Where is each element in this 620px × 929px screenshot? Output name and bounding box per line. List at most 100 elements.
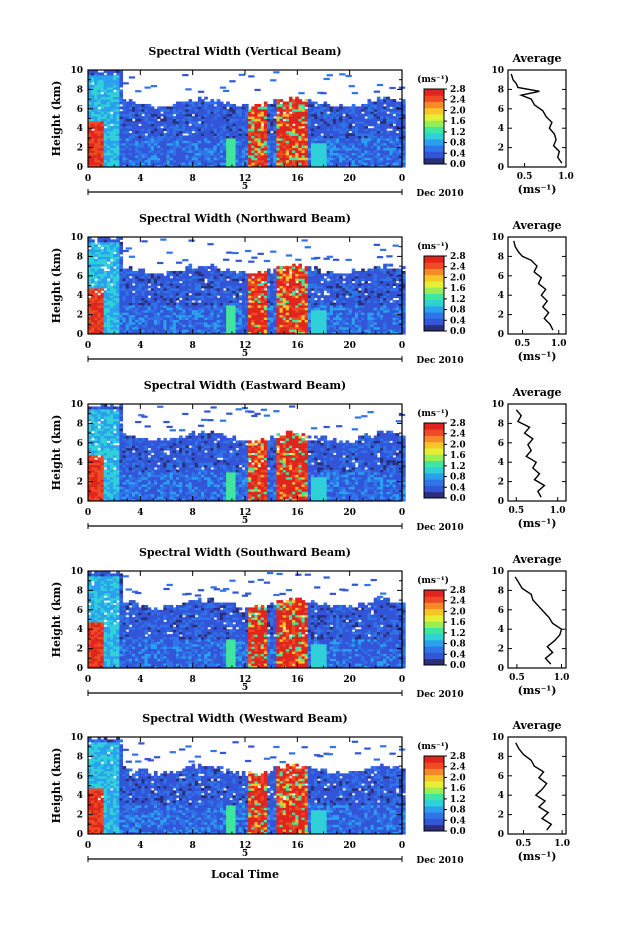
heatmap-cell <box>245 152 249 156</box>
heatmap-cell <box>88 108 92 112</box>
heatmap-cell <box>370 164 375 168</box>
heatmap-cell <box>194 120 199 124</box>
heatmap-cell <box>128 326 133 330</box>
heatmap-cell <box>323 111 328 115</box>
heatmap-cell <box>263 317 268 320</box>
heatmap-cell <box>276 307 281 311</box>
heatmap-cell <box>106 258 111 262</box>
heatmap-cell <box>109 154 114 158</box>
heatmap-cell <box>273 103 277 107</box>
heatmap-cell <box>223 302 227 306</box>
heatmap-cell <box>103 278 108 282</box>
heatmap-cell <box>150 324 155 328</box>
heatmap-cell <box>122 150 127 153</box>
heatmap-cell <box>298 135 303 139</box>
heatmap-cell <box>304 125 309 129</box>
heatmap-cell <box>285 150 290 153</box>
heatmap-cell <box>364 123 368 127</box>
heatmap-cell <box>106 285 111 289</box>
heatmap-cell <box>207 243 214 246</box>
heatmap-cell <box>97 159 102 163</box>
heatmap-cell <box>314 292 318 296</box>
heatmap-cell <box>188 108 193 112</box>
heatmap-cell <box>100 263 105 267</box>
heatmap-cell <box>207 326 211 330</box>
heatmap-cell <box>314 287 318 291</box>
heatmap-cell <box>288 145 293 149</box>
heatmap-cell <box>279 307 284 311</box>
heatmap-cell <box>292 331 296 335</box>
heatmap-cell <box>191 321 196 325</box>
heatmap-cell <box>135 270 139 274</box>
heatmap-cell <box>122 249 129 253</box>
heatmap-cell <box>97 261 102 265</box>
heatmap-cell <box>326 164 331 168</box>
heatmap-cell <box>223 108 227 112</box>
heatmap-cell <box>88 77 92 81</box>
heatmap-cell <box>273 273 277 277</box>
heatmap-cell <box>153 292 158 296</box>
heatmap-cells <box>88 70 406 168</box>
heatmap-cell <box>135 307 139 311</box>
heatmap-cell <box>229 302 233 306</box>
heatmap-cell <box>197 278 202 282</box>
heatmap-cell <box>260 278 265 282</box>
heatmap-cell <box>169 128 174 132</box>
heatmap-cell <box>166 137 171 141</box>
heatmap-cell <box>254 302 259 306</box>
heatmap-cell <box>150 307 155 311</box>
heatmap-cell <box>380 125 384 129</box>
heatmap-cell <box>232 314 237 318</box>
heatmap-cell <box>238 113 243 117</box>
heatmap-cell <box>332 108 337 112</box>
heatmap-cell <box>204 329 208 333</box>
heatmap-cell <box>194 140 199 144</box>
heatmap-cell <box>310 130 315 134</box>
heatmap-cell <box>263 147 268 151</box>
heatmap-cell <box>116 91 120 95</box>
colorbar-segment <box>424 95 444 102</box>
heatmap-cell <box>179 120 183 124</box>
heatmap-cell <box>97 94 102 98</box>
heatmap-cell <box>153 285 158 289</box>
heatmap-cell <box>373 154 378 158</box>
heatmap-cell <box>245 324 249 328</box>
heatmap-cell <box>179 108 183 112</box>
heatmap-cell <box>213 319 218 323</box>
heatmap-cell <box>304 266 309 270</box>
heatmap-cell <box>175 283 180 286</box>
heatmap-cell <box>100 251 105 255</box>
heatmap-cell <box>97 135 102 139</box>
heatmap-cell <box>392 108 397 112</box>
heatmap-cell <box>307 331 312 335</box>
heatmap-cell <box>163 290 167 294</box>
heatmap-cell <box>125 290 130 294</box>
heatmap-cell <box>238 145 243 149</box>
heatmap-cell <box>241 280 246 284</box>
heatmap-cell <box>270 118 274 122</box>
heatmap-cell <box>260 142 265 146</box>
heatmap-cell <box>157 140 161 144</box>
heatmap-cell <box>279 319 284 323</box>
heatmap-cell <box>332 157 337 161</box>
heatmap-cell <box>317 130 321 134</box>
heatmap-cell <box>364 118 368 122</box>
heatmap-cell <box>88 162 92 166</box>
heatmap-cell <box>175 106 180 110</box>
heatmap-cell <box>175 304 180 308</box>
heatmap-cell <box>103 133 108 136</box>
heatmap-cell <box>119 329 124 333</box>
heatmap-cell <box>150 278 155 282</box>
heatmap-cell <box>361 145 365 149</box>
heatmap-cell <box>106 113 111 117</box>
heatmap-cell <box>270 135 274 139</box>
heatmap-cell <box>392 101 397 105</box>
heatmap-cell <box>273 159 277 163</box>
heatmap-cell <box>97 154 102 158</box>
heatmap-cell <box>254 145 259 149</box>
heatmap-cell <box>97 326 102 330</box>
heatmap-cell <box>279 147 284 151</box>
heatmap-cell <box>201 142 205 146</box>
heatmap-cell <box>194 162 199 166</box>
heatmap-cell <box>307 292 312 296</box>
